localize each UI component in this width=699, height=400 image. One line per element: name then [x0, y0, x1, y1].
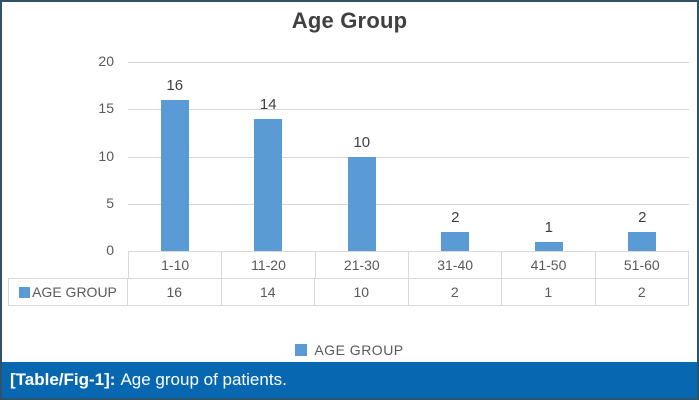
series-swatch-icon [19, 287, 31, 298]
value-cell-31-40: 2 [407, 278, 502, 306]
y-tick-label-5: 5 [106, 194, 114, 211]
category-header-row: 1-10 11-20 21-30 31-40 41-50 51-60 [128, 251, 689, 279]
gridline-15 [128, 109, 689, 111]
bar-11-20 [254, 118, 283, 251]
table-row-header-label: AGE GROUP [32, 284, 117, 300]
value-cell-1-10: 16 [127, 278, 222, 306]
bar-data-label-31-40: 2 [451, 209, 460, 227]
category-cell-51-60: 51-60 [594, 251, 689, 279]
bar-31-40 [441, 232, 470, 251]
caption-bar: [Table/Fig-1]: Age group of patients. [2, 362, 697, 398]
caption-label: [Table/Fig-1]: [10, 370, 116, 389]
category-cell-41-50: 41-50 [501, 251, 596, 279]
bar-data-label-51-60: 2 [638, 209, 647, 227]
category-cell-1-10: 1-10 [128, 251, 223, 279]
legend-swatch-icon [295, 344, 308, 356]
y-tick-label-15: 15 [98, 100, 114, 117]
bar-41-50 [534, 241, 563, 251]
bar-data-label-1-10: 16 [166, 76, 184, 94]
bar-data-label-21-30: 10 [353, 133, 371, 151]
category-cell-31-40: 31-40 [407, 251, 503, 279]
bar-data-label-11-20: 14 [259, 95, 277, 113]
chart-title: Age Group [291, 8, 408, 33]
category-cell-21-30: 21-30 [314, 251, 409, 279]
bar-1-10 [160, 99, 189, 251]
caption-text: Age group of patients. [120, 370, 287, 389]
y-tick-label-0: 0 [106, 242, 114, 258]
y-axis: 0 5 10 15 20 [66, 53, 114, 258]
gridline-5 [128, 203, 689, 205]
value-cell-41-50: 1 [501, 278, 596, 306]
bar-data-label-41-50: 1 [544, 218, 553, 236]
value-cell-21-30: 10 [314, 278, 409, 306]
value-cell-11-20: 14 [220, 278, 315, 306]
legend: AGE GROUP [2, 342, 697, 358]
table-value-row: AGE GROUP 16 14 10 2 1 2 [8, 278, 689, 306]
bar-21-30 [347, 156, 376, 251]
y-tick-label-10: 10 [98, 147, 114, 164]
y-tick-label-20: 20 [98, 53, 114, 69]
gridline-10 [128, 156, 689, 158]
category-cell-11-20: 11-20 [221, 251, 316, 279]
plot-area: 16 14 10 2 1 2 [128, 62, 689, 251]
table-row-header: AGE GROUP [8, 278, 128, 306]
legend-label: AGE GROUP [314, 342, 404, 358]
bar-51-60 [628, 232, 657, 251]
value-cell-51-60: 2 [594, 278, 689, 306]
gridline-20 [128, 62, 689, 63]
